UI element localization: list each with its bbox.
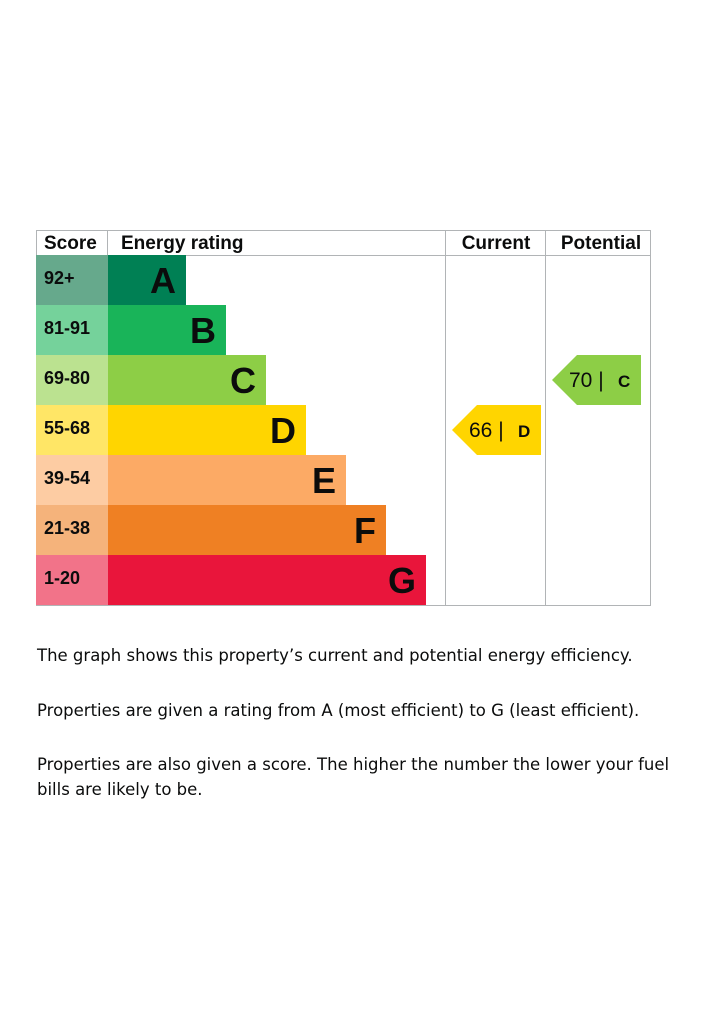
band-letter: F [354,510,376,551]
band-score-label: 39-54 [44,468,90,488]
band-e: 39-54 E [36,455,346,505]
indicator-score: 66 | [469,419,504,442]
band-letter: D [270,410,296,451]
band-score-cell [36,505,108,555]
band-score-cell [36,255,108,305]
header-current: Current [462,233,531,254]
rating-indicators: 66 | D 70 | C [452,355,641,455]
band-bar [108,305,226,355]
epc-rating-chart: Score Energy rating Current Potential 92… [36,230,651,606]
band-g: 1-20 G [36,555,426,605]
header-potential: Potential [561,233,641,254]
band-bar [108,405,306,455]
band-bar [108,355,266,405]
band-score-cell [36,355,108,405]
band-score-cell [36,455,108,505]
band-bar [108,255,186,305]
indicator-score: 70 | [569,369,604,392]
band-score-label: 81-91 [44,318,90,338]
description-line-2: Properties are given a rating from A (mo… [37,701,640,720]
band-letter: C [230,360,256,401]
band-c: 69-80 C [36,355,266,405]
rating-bands: 92+ A 81-91 B 69-80 C 55-68 D 39-54 E 21-38 F 1-20 G [36,255,426,605]
band-d: 55-68 D [36,405,306,455]
description-line-1: The graph shows this property’s current … [37,646,633,665]
indicator-band: D [518,422,530,441]
band-score-cell [36,555,108,605]
description-line-3: Properties are also given a score. The h… [37,755,670,799]
band-letter: B [190,310,216,351]
band-score-label: 92+ [44,268,75,288]
band-score-label: 69-80 [44,368,90,388]
band-bar [108,505,386,555]
band-letter: G [388,560,416,601]
indicator-band: C [618,372,630,391]
header-energy-rating: Energy rating [121,233,243,254]
band-b: 81-91 B [36,305,226,355]
header-score: Score [44,233,97,254]
band-letter: A [150,260,176,301]
band-score-label: 1-20 [44,568,80,588]
potential-rating-indicator: 70 | C [552,355,641,405]
current-rating-indicator: 66 | D [452,405,541,455]
band-score-label: 55-68 [44,418,90,438]
indicator-arrow [452,405,541,455]
band-bar [108,455,346,505]
band-a: 92+ A [36,255,186,305]
band-score-cell [36,305,108,355]
band-letter: E [312,460,336,501]
indicator-arrow [552,355,641,405]
band-score-label: 21-38 [44,518,90,538]
band-score-cell [36,405,108,455]
band-f: 21-38 F [36,505,386,555]
band-bar [108,555,426,605]
